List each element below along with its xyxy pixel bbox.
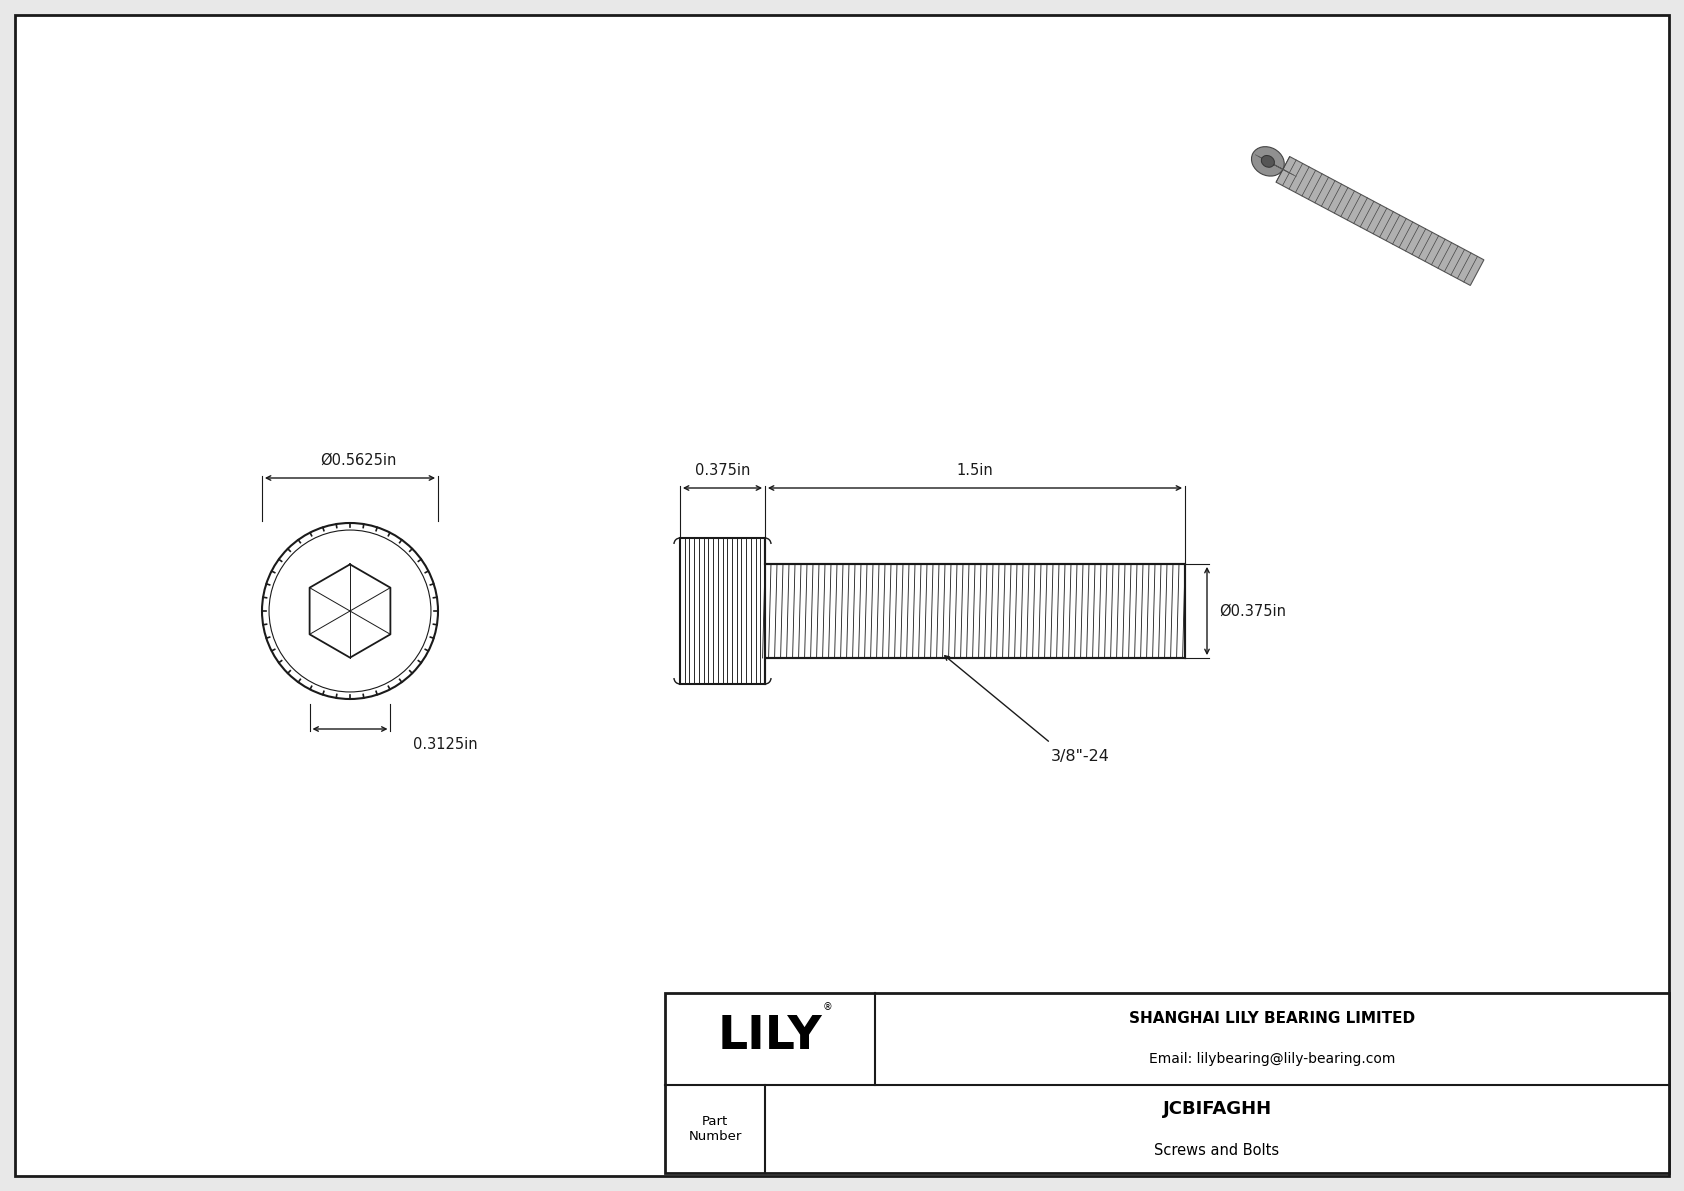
Bar xyxy=(680,538,765,684)
Text: SHANGHAI LILY BEARING LIMITED: SHANGHAI LILY BEARING LIMITED xyxy=(1128,1011,1415,1027)
Bar xyxy=(765,565,1186,657)
Text: ®: ® xyxy=(822,1002,832,1012)
Bar xyxy=(665,993,1669,1173)
Text: Ø0.5625in: Ø0.5625in xyxy=(320,453,396,468)
Text: Screws and Bolts: Screws and Bolts xyxy=(1155,1143,1280,1159)
Text: 0.375in: 0.375in xyxy=(695,463,749,478)
Text: Ø0.375in: Ø0.375in xyxy=(1219,604,1287,618)
Text: JCBIFAGHH: JCBIFAGHH xyxy=(1162,1100,1271,1118)
Text: 1.5in: 1.5in xyxy=(957,463,994,478)
Text: Email: lilybearing@lily-bearing.com: Email: lilybearing@lily-bearing.com xyxy=(1148,1052,1394,1066)
Text: 0.3125in: 0.3125in xyxy=(413,737,478,752)
Ellipse shape xyxy=(1251,146,1285,176)
Polygon shape xyxy=(1276,156,1484,286)
Text: 3/8"-24: 3/8"-24 xyxy=(1051,749,1110,763)
Circle shape xyxy=(263,523,438,699)
Text: LILY: LILY xyxy=(717,1015,822,1060)
Text: Part
Number: Part Number xyxy=(689,1115,741,1143)
Ellipse shape xyxy=(1261,156,1275,167)
